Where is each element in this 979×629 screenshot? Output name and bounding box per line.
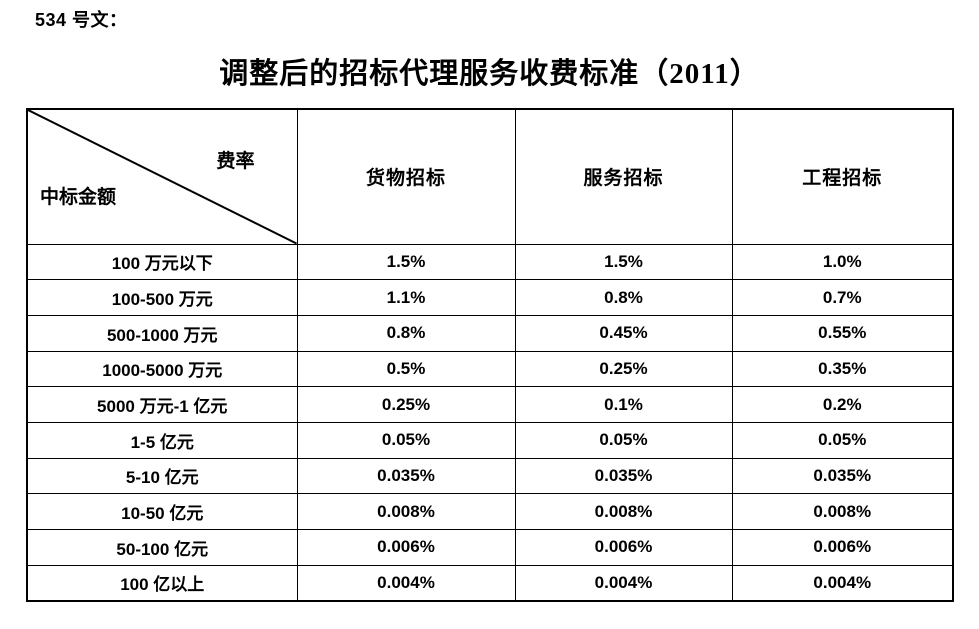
row-label: 5000 万元-1 亿元 xyxy=(26,386,298,423)
rate-cell: 0.25% xyxy=(514,350,733,388)
table-row: 100 亿以上 0.004% 0.004% 0.004% xyxy=(26,564,954,602)
row-label: 10-50 亿元 xyxy=(26,493,298,530)
rate-cell: 0.55% xyxy=(731,314,954,352)
rate-cell: 0.035% xyxy=(731,457,954,495)
corner-label-amount: 中标金额 xyxy=(40,187,117,208)
rate-cell: 0.035% xyxy=(514,457,733,495)
table-row: 100-500 万元 1.1% 0.8% 0.7% xyxy=(26,279,954,316)
rate-cell: 0.006% xyxy=(731,529,954,566)
rate-cell: 0.006% xyxy=(514,529,733,566)
rate-cell: 1.1% xyxy=(296,279,516,316)
table-row: 5000 万元-1 亿元 0.25% 0.1% 0.2% xyxy=(26,386,954,423)
row-label: 1-5 亿元 xyxy=(26,421,298,459)
rate-cell: 0.008% xyxy=(514,493,733,530)
rate-cell: 1.5% xyxy=(514,243,733,281)
table-row: 1-5 亿元 0.05% 0.05% 0.05% xyxy=(26,421,954,459)
rate-cell: 0.006% xyxy=(296,529,516,566)
corner-label-rate: 费率 xyxy=(216,151,255,172)
row-label: 1000-5000 万元 xyxy=(26,350,298,388)
rate-cell: 0.004% xyxy=(731,564,954,602)
rate-cell: 0.1% xyxy=(514,386,733,423)
rate-cell: 0.25% xyxy=(296,386,516,423)
row-label: 500-1000 万元 xyxy=(26,314,298,352)
table-row: 500-1000 万元 0.8% 0.45% 0.55% xyxy=(26,314,954,352)
rate-cell: 0.2% xyxy=(731,386,954,423)
column-header-works: 工程招标 xyxy=(731,108,954,245)
rate-cell: 0.008% xyxy=(731,493,954,530)
table-row: 50-100 亿元 0.006% 0.006% 0.006% xyxy=(26,529,954,566)
rate-cell: 0.035% xyxy=(296,457,516,495)
diagonal-corner-cell: 费率 中标金额 xyxy=(26,108,298,245)
diagonal-divider-line xyxy=(28,110,297,244)
column-header-goods: 货物招标 xyxy=(296,108,516,245)
rate-cell: 0.008% xyxy=(296,493,516,530)
row-label: 100 万元以下 xyxy=(26,243,298,281)
table-row: 5-10 亿元 0.035% 0.035% 0.035% xyxy=(26,457,954,495)
rate-cell: 0.8% xyxy=(296,314,516,352)
table-row: 100 万元以下 1.5% 1.5% 1.0% xyxy=(26,243,954,281)
page-title: 调整后的招标代理服务收费标准（2011） xyxy=(219,58,760,90)
table-row: 1000-5000 万元 0.5% 0.25% 0.35% xyxy=(26,350,954,388)
row-label: 100-500 万元 xyxy=(26,279,298,316)
table-header-row: 费率 中标金额 货物招标 服务招标 工程招标 xyxy=(26,108,954,245)
rate-cell: 0.35% xyxy=(731,350,954,388)
row-label: 50-100 亿元 xyxy=(26,529,298,566)
rate-cell: 0.004% xyxy=(514,564,733,602)
rate-cell: 0.5% xyxy=(296,350,516,388)
rate-cell: 0.45% xyxy=(514,314,733,352)
table-row: 10-50 亿元 0.008% 0.008% 0.008% xyxy=(26,493,954,530)
row-label: 5-10 亿元 xyxy=(26,457,298,495)
rate-cell: 0.8% xyxy=(514,279,733,316)
rate-cell: 0.004% xyxy=(296,564,516,602)
rate-cell: 0.7% xyxy=(731,279,954,316)
rate-cell: 1.0% xyxy=(731,243,954,281)
rate-cell: 0.05% xyxy=(731,421,954,459)
rate-cell: 0.05% xyxy=(514,421,733,459)
doc-number-label: 534 号文： xyxy=(35,10,128,30)
rate-cell: 0.05% xyxy=(296,421,516,459)
rate-cell: 1.5% xyxy=(296,243,516,281)
row-label: 100 亿以上 xyxy=(26,564,298,602)
column-header-services: 服务招标 xyxy=(514,108,733,245)
fee-rate-table: 费率 中标金额 货物招标 服务招标 工程招标 100 万元以下 1.5% 1.5… xyxy=(26,108,954,602)
